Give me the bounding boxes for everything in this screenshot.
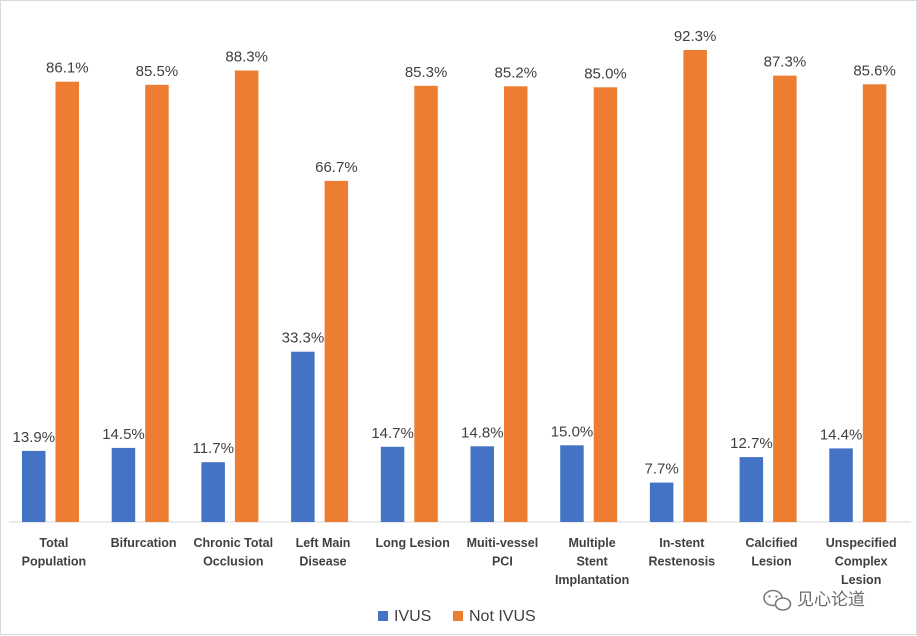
watermark-text: 见心论道 <box>797 590 865 609</box>
data-label-ivus-8: 12.7% <box>730 435 773 452</box>
x-tick-label-7: In-stent Restenosis <box>648 536 715 569</box>
data-label-not-ivus-9: 85.6% <box>853 62 896 79</box>
x-tick-labels-group: Total Population Bifurcation Chronic Total O… <box>22 536 897 587</box>
bars-group <box>22 50 887 523</box>
bar-ivus-8 <box>739 457 764 522</box>
bar-not-ivus-8 <box>773 75 797 522</box>
data-label-ivus-5: 14.8% <box>461 424 504 441</box>
x-tick-label-5: Muiti-vessel PCI <box>467 536 539 569</box>
x-tick-label-8: Calcified Lesion <box>745 536 797 569</box>
x-tick-label-0: Total Population <box>22 536 87 569</box>
x-tick-label-9: Unspecified Complex Lesion <box>826 536 897 587</box>
bar-not-ivus-6 <box>593 87 618 523</box>
data-label-ivus-7: 7.7% <box>644 461 678 478</box>
bar-ivus-0 <box>22 450 46 522</box>
bar-not-ivus-7 <box>683 50 707 522</box>
legend: IVUS Not IVUS <box>378 608 536 625</box>
data-label-not-ivus-2: 88.3% <box>225 49 268 66</box>
data-labels-group: 13.9% 86.1% 14.5% 85.5% 11.7% 88.3% 33.3% 66.7%… <box>13 28 896 478</box>
x-tick-label-6: Multiple Stent Implantation <box>555 536 629 587</box>
data-label-ivus-0: 13.9% <box>13 429 56 446</box>
data-label-not-ivus-6: 85.0% <box>584 65 627 82</box>
data-label-ivus-1: 14.5% <box>102 426 145 443</box>
x-tick-label-4: Long Lesion <box>376 536 450 550</box>
bar-ivus-4 <box>380 446 405 522</box>
data-label-ivus-2: 11.7% <box>192 440 233 457</box>
bar-ivus-5 <box>470 446 494 522</box>
bar-ivus-7 <box>649 482 674 522</box>
wechat-bubble-icon <box>763 589 792 611</box>
bar-ivus-1 <box>111 447 136 522</box>
data-label-not-ivus-3: 66.7% <box>315 159 358 176</box>
data-label-not-ivus-8: 87.3% <box>764 54 807 71</box>
bar-ivus-9 <box>829 448 853 522</box>
legend-label-not-ivus: Not IVUS <box>469 608 536 625</box>
bar-ivus-6 <box>560 445 584 522</box>
legend-swatch-not-ivus <box>453 611 463 621</box>
x-tick-label-2: Chronic Total Occlusion <box>193 536 273 569</box>
bar-not-ivus-9 <box>862 84 887 523</box>
data-label-ivus-9: 14.4% <box>820 426 863 443</box>
legend-label-ivus: IVUS <box>394 608 431 625</box>
data-label-ivus-4: 14.7% <box>371 425 414 442</box>
bar-not-ivus-0 <box>55 81 79 522</box>
data-label-not-ivus-4: 85.3% <box>405 64 448 81</box>
data-label-not-ivus-1: 85.5% <box>136 63 179 80</box>
bar-not-ivus-2 <box>234 70 259 522</box>
data-label-ivus-6: 15.0% <box>551 423 594 440</box>
bar-not-ivus-5 <box>504 86 528 523</box>
data-label-not-ivus-0: 86.1% <box>46 60 89 77</box>
bar-not-ivus-3 <box>324 180 349 522</box>
data-label-ivus-3: 33.3% <box>282 330 325 347</box>
bar-not-ivus-4 <box>414 85 438 523</box>
bar-not-ivus-1 <box>145 84 169 523</box>
bar-ivus-3 <box>291 351 315 522</box>
data-label-not-ivus-7: 92.3% <box>674 28 717 45</box>
legend-swatch-ivus <box>378 611 388 621</box>
watermark: 见心论道 <box>763 589 865 611</box>
data-label-not-ivus-5: 85.2% <box>495 64 538 81</box>
x-tick-label-1: Bifurcation <box>111 536 177 550</box>
bar-ivus-2 <box>201 462 225 522</box>
x-tick-label-3: Left Main Disease <box>296 536 351 569</box>
